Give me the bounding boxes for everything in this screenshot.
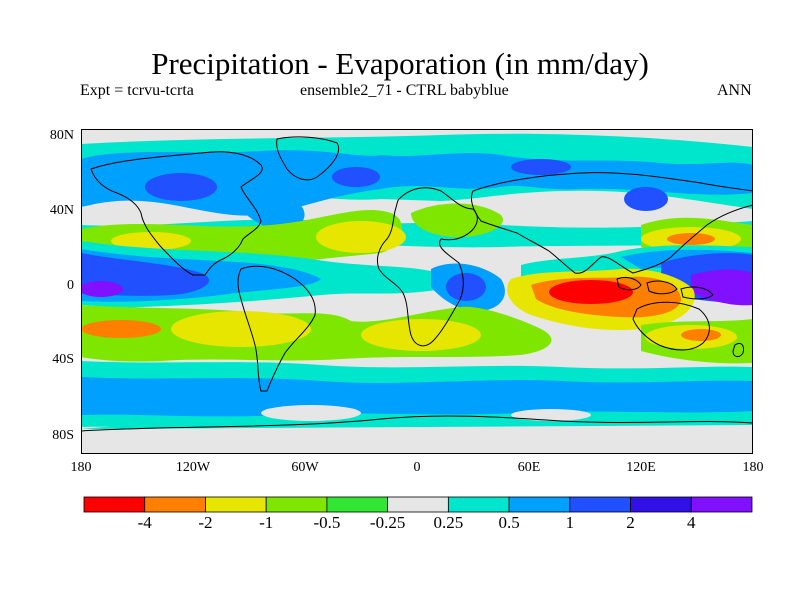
ensemble-label: ensemble2_71 - CTRL babyblue <box>300 82 509 99</box>
indian-ocean-red <box>549 280 633 304</box>
colorbar-swatch <box>387 496 449 513</box>
map-frame <box>81 129 753 454</box>
colorbar-tick-label: 1 <box>565 513 575 532</box>
colorbar-tick-label: -2 <box>198 513 213 532</box>
north-deep-blue-cores <box>145 159 668 211</box>
coastlines <box>81 136 753 432</box>
lat-label-80n: 80N <box>49 128 74 143</box>
colorbar-swatch <box>326 496 389 513</box>
south-neutral-patches <box>81 405 753 454</box>
colorbar-tick-label: 4 <box>687 513 696 532</box>
colorbar-tick-label: -0.5 <box>313 513 341 532</box>
colorbar <box>83 496 753 513</box>
colorbar-swatch <box>447 496 510 513</box>
lat-label-80s: 80S <box>52 428 74 443</box>
lon-label-180e: 180 <box>742 460 764 475</box>
colorbar-swatch <box>690 496 753 513</box>
colorbar-tick-label: -4 <box>137 513 152 532</box>
lat-label-0: 0 <box>67 278 74 293</box>
lon-label-0: 0 <box>413 460 421 475</box>
colorbar-tick-label: -0.25 <box>369 513 406 532</box>
lon-label-120w: 120W <box>175 460 211 475</box>
colorbar-swatch <box>83 496 146 513</box>
lat-label-40s: 40S <box>52 352 74 367</box>
south-orange <box>81 320 721 341</box>
colorbar-swatch <box>205 496 267 513</box>
lat-label-40n: 40N <box>49 203 74 218</box>
colorbar-tick-label: -1 <box>259 513 274 532</box>
lon-label-60w: 60W <box>291 460 319 475</box>
colorbar-tick-label: 0.5 <box>498 513 520 532</box>
south-blue-band <box>81 377 753 417</box>
colorbar-swatch <box>630 496 692 513</box>
itcz-violet <box>81 269 753 306</box>
colorbar-swatch <box>508 496 571 513</box>
experiment-label: Expt = tcrvu-tcrta <box>80 82 194 99</box>
lon-label-60e: 60E <box>517 460 541 475</box>
season-label: ANN <box>717 82 752 99</box>
pe-difference-map <box>81 129 753 454</box>
colorbar-tick-label: 2 <box>626 513 635 532</box>
lon-label-120e: 120E <box>626 460 656 475</box>
colorbar-swatch <box>144 496 206 513</box>
colorbar-tick-label: 0.25 <box>433 513 464 532</box>
plot-title: Precipitation - Evaporation (in mm/day) <box>151 46 649 81</box>
colorbar-swatch <box>569 496 631 513</box>
colorbar-swatch <box>265 496 328 513</box>
lon-label-180w: 180 <box>70 460 92 475</box>
